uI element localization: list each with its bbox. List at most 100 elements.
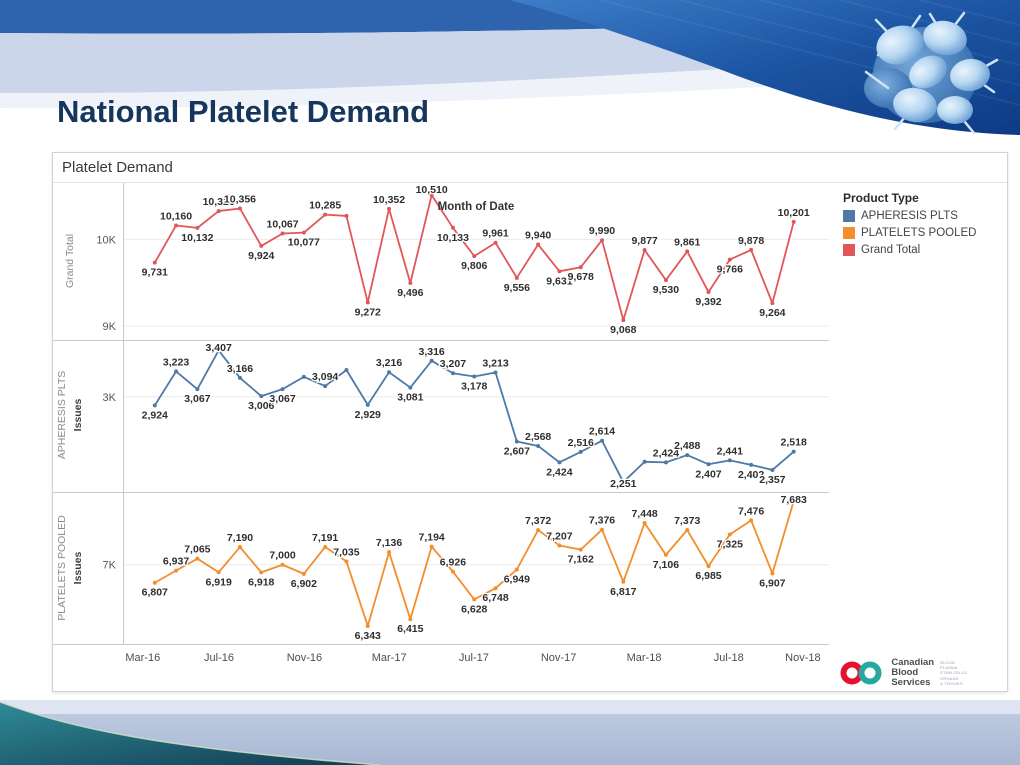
x-tick-label: Jul-16 xyxy=(204,652,234,664)
point-label: 9,990 xyxy=(589,225,615,237)
legend-swatch-red xyxy=(843,244,855,256)
data-point xyxy=(195,387,200,392)
banner-pale-band xyxy=(0,50,1020,109)
data-point xyxy=(514,275,519,280)
data-point xyxy=(557,460,562,465)
point-label: 6,817 xyxy=(610,586,636,598)
top-banner-graphic xyxy=(0,0,1020,150)
data-point xyxy=(685,527,690,532)
point-label: 6,807 xyxy=(142,587,168,599)
point-label: 3,006 xyxy=(248,400,274,412)
data-point xyxy=(749,247,754,252)
data-point xyxy=(216,570,221,575)
point-label: 3,067 xyxy=(269,393,295,405)
legend-item-apheresis-plts: APHERESIS PLTS xyxy=(843,210,1007,222)
point-label: 2,614 xyxy=(589,426,615,438)
x-tick-label: Jul-18 xyxy=(713,652,744,664)
point-label: 7,190 xyxy=(227,532,253,544)
point-label: 3,223 xyxy=(163,356,189,368)
chart-title: Platelet Demand xyxy=(53,153,1007,183)
data-point xyxy=(174,568,179,573)
data-point xyxy=(259,394,264,399)
point-label: 10,201 xyxy=(778,207,810,219)
data-point xyxy=(663,552,668,557)
y-tick-label: 10K xyxy=(96,234,116,246)
data-point xyxy=(365,300,370,305)
data-point xyxy=(727,257,732,262)
data-point xyxy=(642,459,647,464)
legend-label: PLATELETS POOLED xyxy=(861,227,977,239)
data-point xyxy=(195,225,200,230)
data-point xyxy=(727,532,732,537)
point-label: 9,496 xyxy=(397,287,423,299)
point-label: 10,326 xyxy=(203,196,235,208)
data-point xyxy=(578,547,583,552)
data-point xyxy=(365,402,370,407)
data-point xyxy=(216,209,221,214)
point-label: 6,918 xyxy=(248,576,274,588)
data-point xyxy=(195,556,200,561)
point-label: 9,068 xyxy=(610,324,636,336)
point-label: 2,357 xyxy=(759,474,785,486)
data-point xyxy=(536,443,541,448)
bottom-banner-graphic xyxy=(0,700,1020,765)
panel-apheresis-plts: 3K2,9243,2233,0673,4073,1663,0063,0673,0… xyxy=(56,341,829,491)
point-label: 2,407 xyxy=(695,468,721,480)
data-point xyxy=(472,597,477,602)
legend-swatch-blue xyxy=(843,210,855,222)
point-label: 10,352 xyxy=(373,194,405,206)
point-label: 6,985 xyxy=(695,570,721,582)
y-tick-label: 9K xyxy=(103,321,117,333)
data-point xyxy=(514,567,519,572)
point-label: 3,178 xyxy=(461,381,487,393)
point-label: 7,376 xyxy=(589,515,615,527)
data-point xyxy=(237,206,242,211)
data-point xyxy=(749,462,754,467)
point-label: 7,065 xyxy=(184,544,210,556)
x-tick-label: Nov-18 xyxy=(785,652,821,664)
data-point xyxy=(344,213,349,218)
data-point xyxy=(600,238,605,243)
point-label: 6,902 xyxy=(291,578,317,590)
data-point xyxy=(450,225,455,230)
row-field-label: PLATELETS POOLED xyxy=(56,515,68,621)
point-label: 2,929 xyxy=(355,409,381,421)
point-label: 2,251 xyxy=(610,478,636,490)
data-point xyxy=(770,571,775,576)
point-label: 10,132 xyxy=(181,232,213,244)
point-label: 9,272 xyxy=(355,306,381,318)
point-label: 10,160 xyxy=(160,210,192,222)
canadian-blood-services-logo: Canadian Blood Services BLOOD PLASMA STE… xyxy=(839,658,967,688)
data-point xyxy=(323,384,328,389)
bottom-teal-swoosh xyxy=(0,702,380,765)
data-point xyxy=(578,265,583,270)
point-label: 10,067 xyxy=(266,219,298,231)
data-point xyxy=(408,385,413,390)
point-label: 7,372 xyxy=(525,515,551,527)
bottom-pale-strip xyxy=(0,700,1020,716)
data-point xyxy=(642,521,647,525)
logo-name: Canadian Blood Services xyxy=(891,657,935,688)
point-label: 7,106 xyxy=(653,559,679,571)
point-label: 9,766 xyxy=(717,264,743,276)
data-point xyxy=(237,375,242,380)
data-point xyxy=(791,449,796,454)
point-label: 6,937 xyxy=(163,556,189,568)
data-point xyxy=(450,569,455,574)
legend-swatch-orange xyxy=(843,227,855,239)
data-point xyxy=(450,371,455,376)
x-axis-title: Month of Date xyxy=(437,201,515,213)
data-point xyxy=(387,206,392,211)
data-point xyxy=(557,543,562,548)
point-label: 7,191 xyxy=(312,532,338,544)
data-point xyxy=(791,219,796,224)
point-label: 2,488 xyxy=(674,440,700,452)
data-point xyxy=(216,348,221,353)
x-tick-label: Mar-18 xyxy=(626,652,662,664)
point-label: 2,924 xyxy=(142,409,168,421)
data-point xyxy=(429,544,434,549)
data-point xyxy=(536,242,541,247)
data-point xyxy=(301,230,306,235)
data-point xyxy=(387,370,392,375)
data-point xyxy=(323,544,328,549)
